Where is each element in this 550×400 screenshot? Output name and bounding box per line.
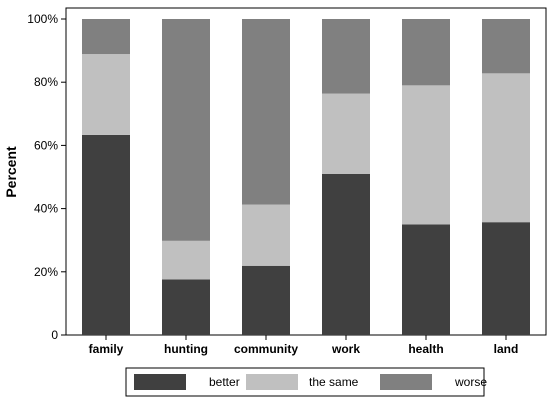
x-tick-label-land: land [494, 342, 519, 356]
bar-family-worse [82, 19, 130, 55]
bar-hunting-the-same [162, 240, 210, 280]
bar-land-better [482, 222, 530, 335]
x-tick-label-health: health [408, 342, 443, 356]
y-tick-label: 0 [51, 328, 58, 342]
bar-work-the-same [322, 93, 370, 174]
bar-work-better [322, 173, 370, 335]
legend-label-better: better [209, 375, 240, 389]
bar-community-better [242, 265, 290, 335]
bar-family-the-same [82, 54, 130, 135]
bar-health-the-same [402, 85, 450, 225]
x-tick-label-hunting: hunting [164, 342, 208, 356]
bar-hunting-better [162, 279, 210, 335]
legend-swatch-the-same [246, 374, 298, 390]
x-tick-label-community: community [234, 342, 298, 356]
x-tick-label-family: family [89, 342, 124, 356]
x-axis: family hunting community work health land [89, 335, 519, 356]
y-tick-label: 40% [34, 202, 58, 216]
bar-land-worse [482, 19, 530, 74]
bar-health-better [402, 224, 450, 335]
plot-frame [65, 7, 547, 336]
bar-community-the-same [242, 204, 290, 266]
y-tick-label: 60% [34, 138, 58, 152]
bar-health-worse [402, 19, 450, 86]
bar-work-worse [322, 19, 370, 94]
x-tick-label-work: work [331, 342, 360, 356]
legend-swatch-worse [380, 374, 432, 390]
legend-label-worse: worse [454, 375, 487, 389]
legend-label-the-same: the same [309, 375, 359, 389]
bars-group [82, 19, 530, 335]
legend-swatch-better [134, 374, 186, 390]
bar-family-better [82, 134, 130, 335]
legend: better the same worse [125, 367, 487, 397]
y-tick-label: 80% [34, 75, 58, 89]
bar-hunting-worse [162, 19, 210, 241]
y-axis: 0 20% 40% 60% 80% 100% [27, 12, 66, 342]
bar-land-the-same [482, 73, 530, 223]
y-axis-title: Percent [3, 146, 19, 198]
bar-community-worse [242, 19, 290, 205]
y-tick-label: 100% [27, 12, 58, 26]
y-tick-label: 20% [34, 265, 58, 279]
